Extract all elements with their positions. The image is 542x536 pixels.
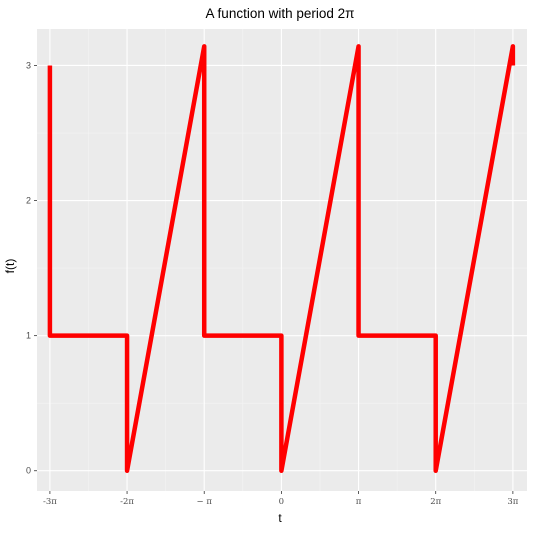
x-axis: -3π -2π − π 0 π 2π 3π	[43, 491, 519, 507]
x-tick-label: π	[356, 497, 362, 507]
y-tick-label: 3	[26, 60, 31, 70]
y-axis: 0 1 2 3	[26, 60, 37, 476]
y-tick-label: 2	[26, 196, 31, 206]
x-tick-label: − π	[197, 497, 213, 507]
x-tick-label: 3π	[507, 497, 518, 507]
x-tick-label: -3π	[43, 497, 57, 507]
x-tick-label: 0	[279, 497, 284, 507]
series-group	[47, 44, 516, 473]
x-tick-label: -2π	[120, 497, 134, 507]
x-axis-label: t	[278, 511, 282, 525]
y-tick-label: 0	[26, 466, 31, 476]
chart-title: A function with period 2π	[206, 6, 355, 21]
x-tick-label: 2π	[430, 497, 441, 507]
y-tick-label: 1	[26, 331, 31, 341]
series-line	[47, 44, 516, 473]
y-axis-label: f(t)	[3, 259, 17, 274]
